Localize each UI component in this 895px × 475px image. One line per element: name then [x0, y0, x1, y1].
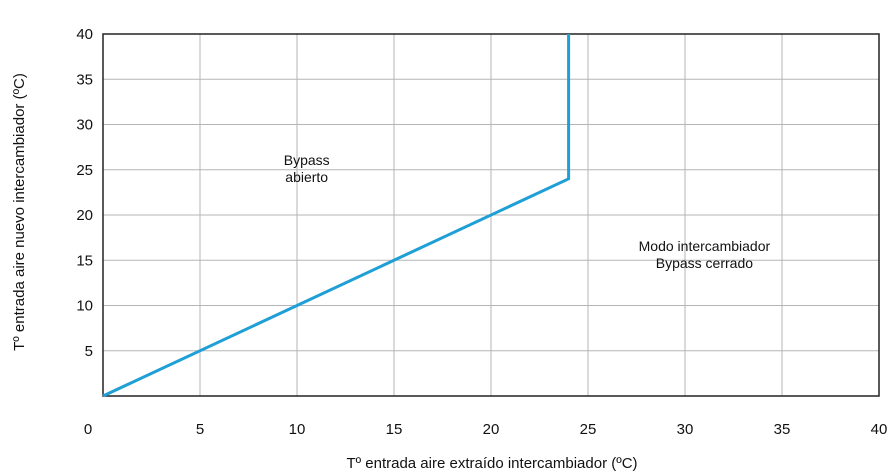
x-tick-label: 20: [483, 421, 500, 438]
y-tick-label: 5: [85, 343, 93, 360]
x-tick-label: 0: [84, 421, 92, 438]
y-tick-label: 15: [76, 252, 93, 269]
y-tick-label: 30: [76, 117, 93, 134]
x-tick-label: 25: [580, 421, 597, 438]
region-label: Modo intercambiador Bypass cerrado: [639, 238, 771, 271]
y-tick-label: 35: [76, 71, 93, 88]
x-tick-label: 40: [871, 421, 888, 438]
x-tick-label: 35: [774, 421, 791, 438]
x-tick-labels: 0 5 10 15 20 25 30 35 40: [84, 421, 888, 438]
x-tick-label: 15: [386, 421, 403, 438]
x-axis-title: Tº entrada aire extraído intercambiador …: [346, 455, 637, 472]
region-label-line: Bypass cerrado: [656, 255, 753, 271]
x-tick-label: 30: [677, 421, 694, 438]
region-label-line: Bypass: [284, 152, 330, 168]
x-tick-label: 5: [196, 421, 204, 438]
region-label-line: Modo intercambiador: [639, 238, 771, 254]
y-axis-title: Tº entrada aire nuevo intercambiador (ºC…: [11, 73, 28, 351]
y-tick-label: 10: [76, 298, 93, 315]
region-label: Bypass abierto: [284, 152, 330, 185]
y-tick-label: 20: [76, 207, 93, 224]
y-tick-label: 40: [76, 26, 93, 43]
x-tick-label: 10: [289, 421, 306, 438]
y-tick-label: 25: [76, 162, 93, 179]
region-label-line: abierto: [285, 169, 328, 185]
y-tick-labels: 5 10 15 20 25 30 35 40: [76, 26, 93, 360]
